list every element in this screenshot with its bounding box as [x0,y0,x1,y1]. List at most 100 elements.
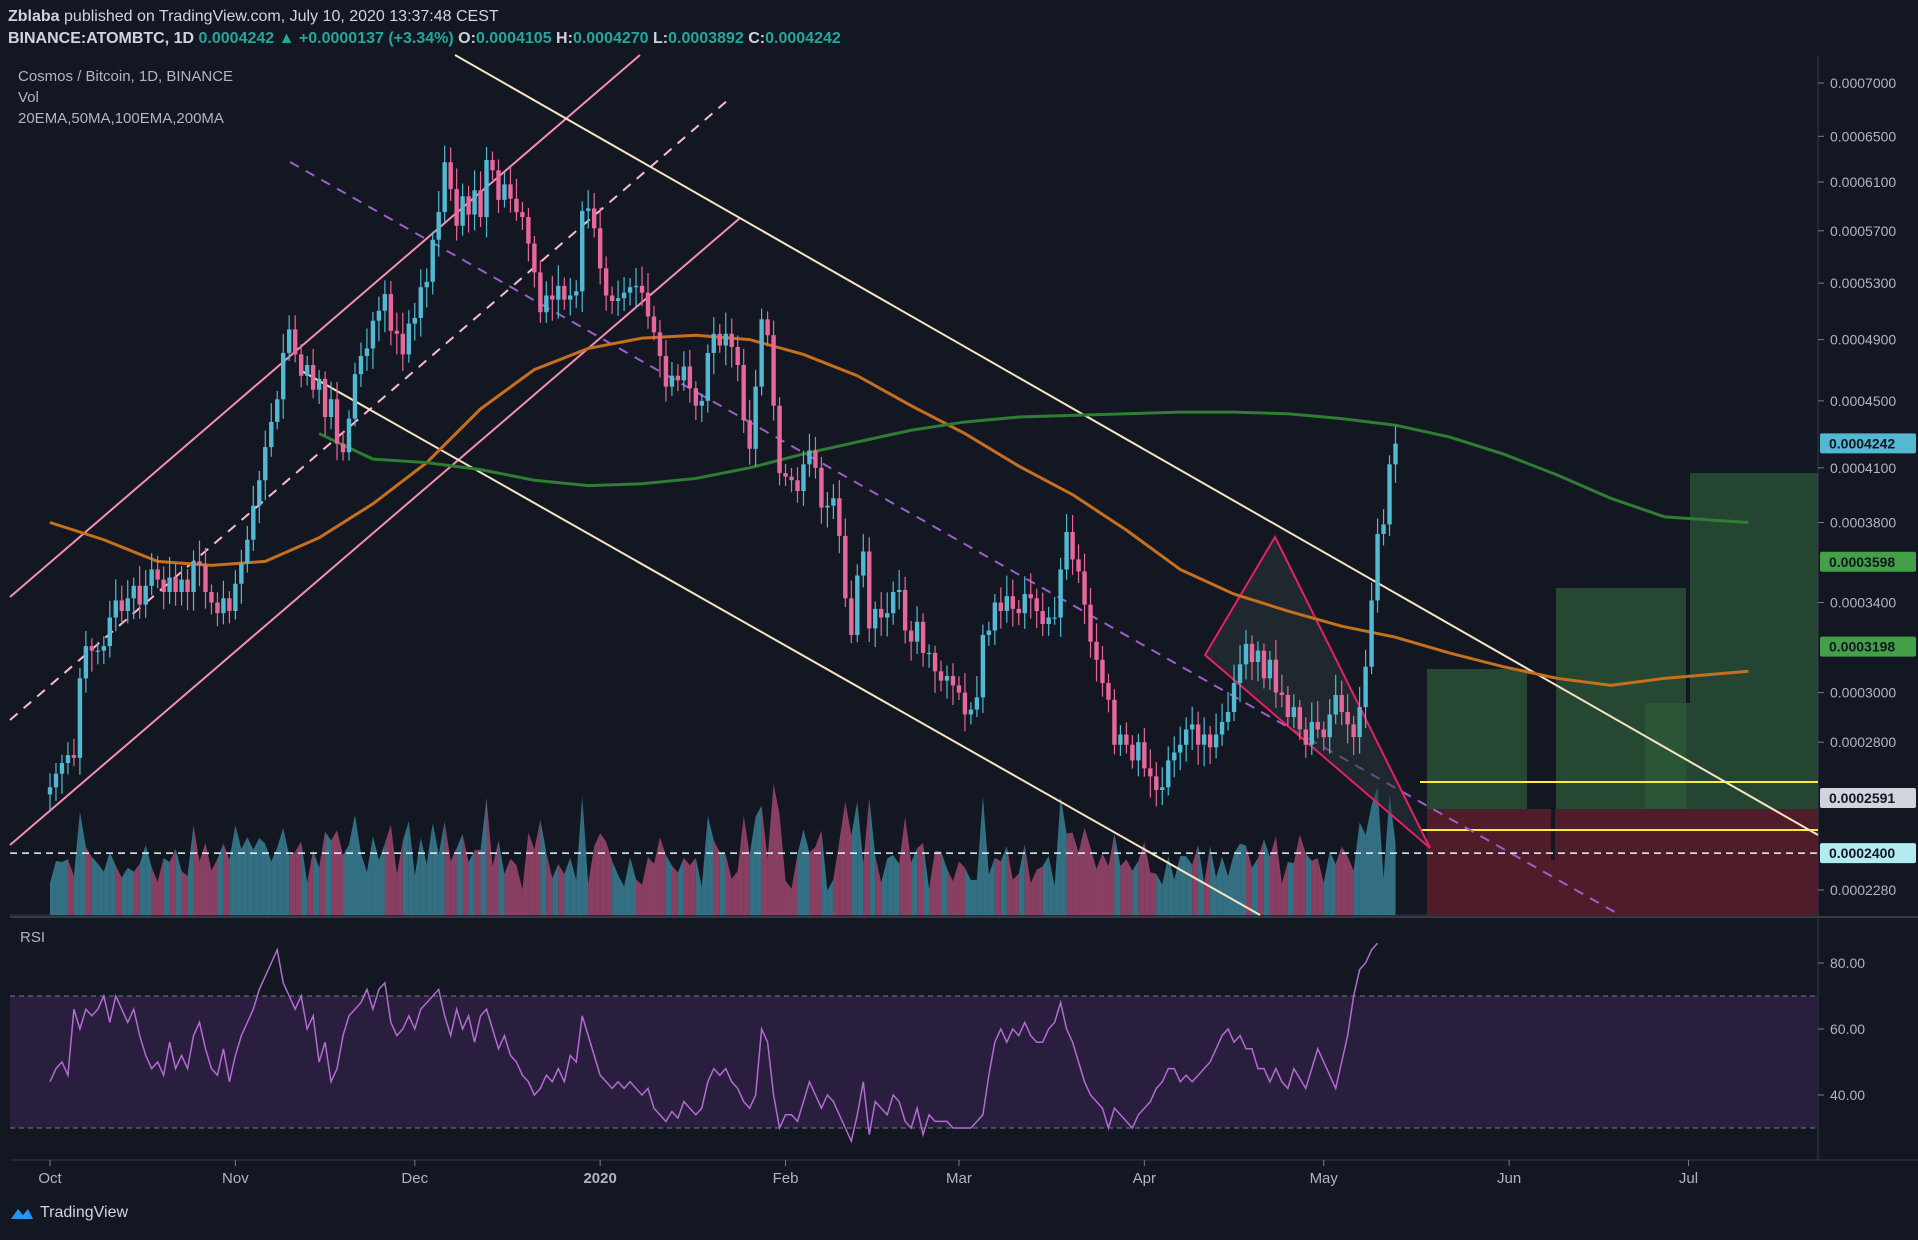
candle-body[interactable] [1279,692,1285,695]
candle-body[interactable] [107,617,112,647]
candle-body[interactable] [777,405,782,474]
candle-body[interactable] [143,585,148,605]
candle-body[interactable] [1160,787,1165,791]
candle-body[interactable] [699,400,705,406]
candle-body[interactable] [281,352,286,400]
candle-body[interactable] [1184,729,1189,745]
candle-body[interactable] [729,333,734,347]
candle-body[interactable] [514,198,519,213]
candle-body[interactable] [346,418,352,453]
candle-body[interactable] [215,602,220,614]
candle-body[interactable] [364,348,370,356]
candle-body[interactable] [1225,712,1231,722]
candle-body[interactable] [819,467,824,508]
candle-body[interactable] [890,592,896,614]
candle-body[interactable] [837,498,842,536]
candle-body[interactable] [119,600,124,612]
candle-body[interactable] [1333,694,1338,715]
candle-body[interactable] [269,421,274,448]
candle-body[interactable] [442,162,447,213]
candle-body[interactable] [556,285,561,300]
candle-body[interactable] [1237,664,1243,684]
candle-body[interactable] [83,646,89,679]
main-pane[interactable] [10,55,1818,915]
candle-body[interactable] [53,773,59,788]
pink-channel-upper[interactable] [9,54,641,598]
candle-body[interactable] [705,352,710,401]
candle-body[interactable] [783,473,788,477]
candle-body[interactable] [1046,617,1051,624]
candle-body[interactable] [962,692,968,715]
candle-body[interactable] [1100,659,1105,684]
candle-body[interactable] [741,365,746,421]
candle-body[interactable] [621,292,627,299]
candle-body[interactable] [1231,683,1237,713]
candle-body[interactable] [1189,724,1195,730]
candle-body[interactable] [1369,600,1374,667]
candle-body[interactable] [675,375,681,381]
candle-body[interactable] [1076,559,1081,572]
candle-body[interactable] [1297,707,1303,730]
candle-body[interactable] [645,292,651,317]
candle-body[interactable] [603,268,609,296]
candle-body[interactable] [466,196,471,215]
candle-body[interactable] [388,294,394,331]
candle-body[interactable] [1357,707,1362,738]
publisher-name[interactable]: Zblaba [8,8,60,25]
candle-body[interactable] [831,498,836,506]
candle-body[interactable] [1166,760,1171,788]
candle-body[interactable] [304,365,310,376]
candle-body[interactable] [520,212,525,218]
candle-body[interactable] [609,295,615,302]
candle-body[interactable] [406,323,411,355]
candle-body[interactable] [1052,617,1057,619]
candle-body[interactable] [693,388,699,406]
candle-body[interactable] [1219,721,1225,735]
candle-body[interactable] [257,480,262,506]
candle-body[interactable] [472,190,477,215]
candle-body[interactable] [526,217,531,244]
candle-body[interactable] [586,208,591,211]
candle-body[interactable] [137,585,142,605]
candle-body[interactable] [394,330,400,334]
candle-body[interactable] [591,208,597,229]
candle-body[interactable] [867,551,872,629]
candle-body[interactable] [1327,714,1332,738]
candle-body[interactable] [538,272,543,313]
candle-body[interactable] [1195,724,1201,745]
candle-body[interactable] [932,652,938,672]
candle-body[interactable] [651,316,657,333]
candle-body[interactable] [1273,659,1279,693]
candle-body[interactable] [59,763,65,774]
candle-body[interactable] [185,579,190,593]
descending-resistance[interactable] [454,54,1819,836]
candle-body[interactable] [233,583,238,612]
candle-body[interactable] [316,378,322,390]
candle-body[interactable] [209,592,214,603]
rsi-axis[interactable]: 80.00 60.00 40.00 [1818,955,1865,1103]
candle-body[interactable] [1070,532,1075,560]
candle-body[interactable] [550,295,555,300]
candle-body[interactable] [340,443,346,453]
candle-body[interactable] [418,287,423,318]
candle-body[interactable] [711,333,716,353]
candle-body[interactable] [382,294,388,311]
candle-body[interactable] [723,333,728,346]
candle-body[interactable] [669,375,675,387]
candle-body[interactable] [310,365,316,390]
candle-body[interactable] [484,159,489,218]
candle-body[interactable] [125,598,130,612]
candle-body[interactable] [376,310,382,321]
candle-body[interactable] [532,243,537,273]
candle-body[interactable] [807,450,812,465]
candle-body[interactable] [633,285,639,288]
candle-body[interactable] [568,295,573,300]
candle-body[interactable] [1106,683,1111,700]
purple-channel-mid[interactable] [289,161,1621,916]
candle-body[interactable] [113,600,118,618]
candle-body[interactable] [203,565,208,593]
candle-body[interactable] [1201,734,1207,745]
candle-body[interactable] [544,295,549,313]
candle-body[interactable] [221,598,226,614]
